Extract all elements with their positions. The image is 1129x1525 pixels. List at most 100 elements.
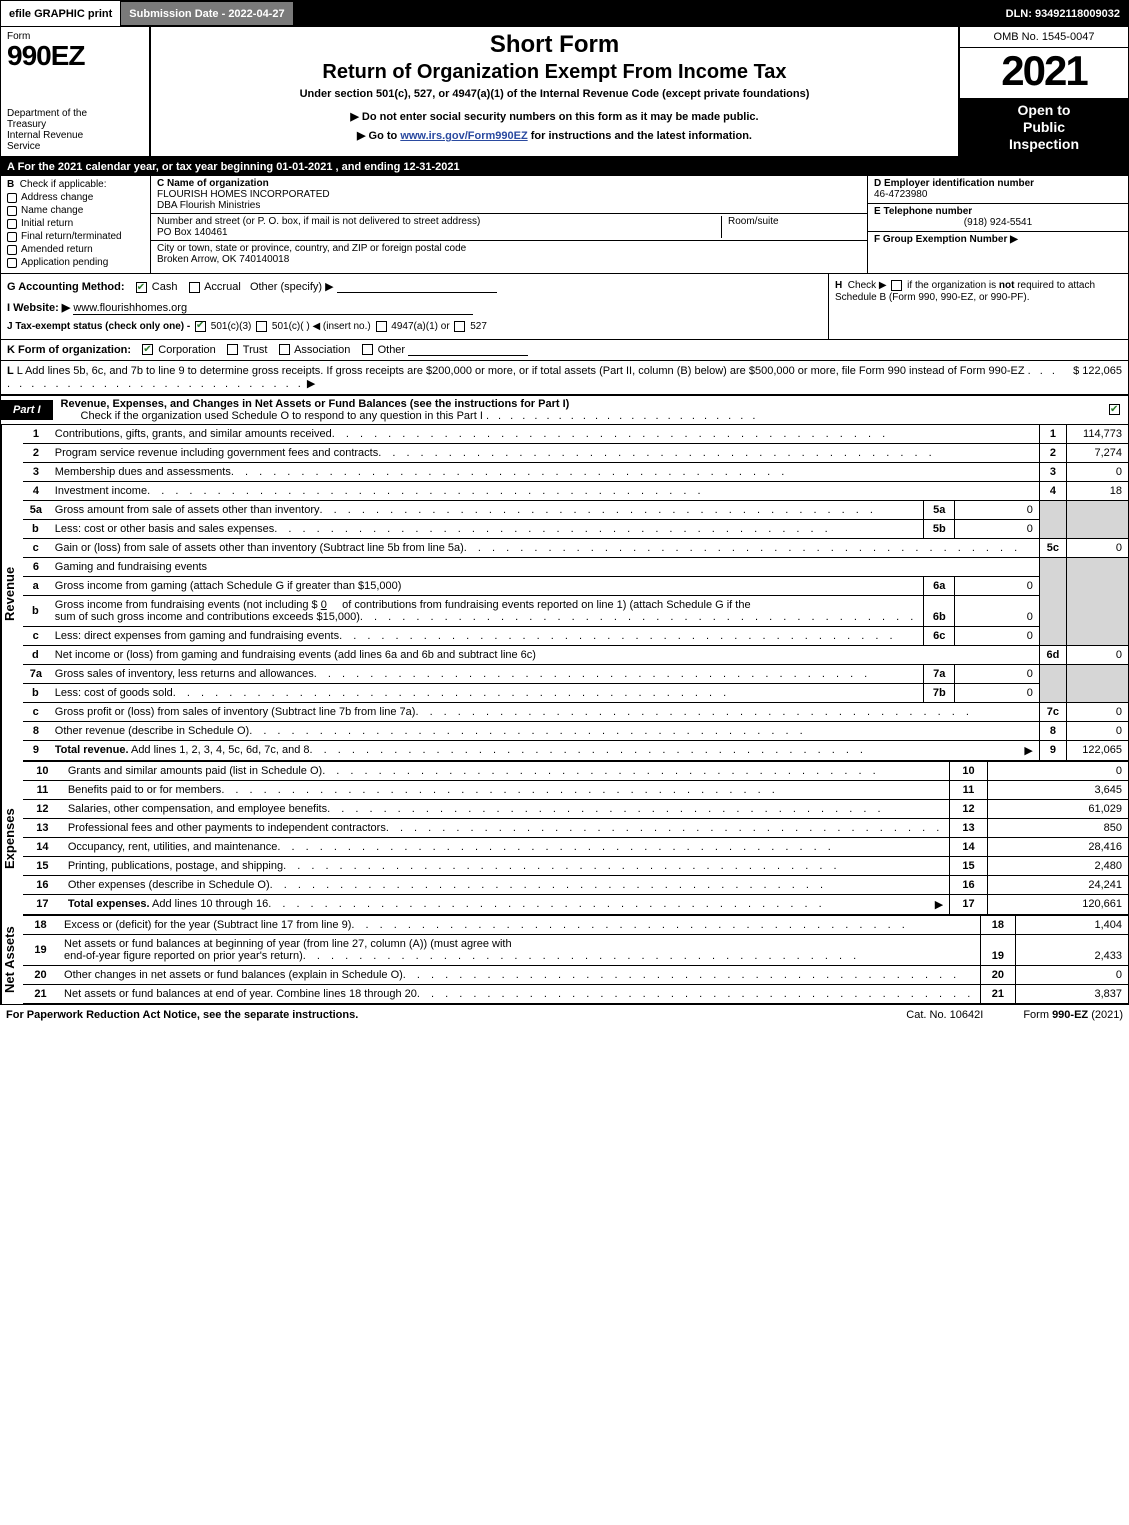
chk-corporation[interactable] (142, 344, 153, 355)
other-label: Other (specify) ▶ (250, 281, 334, 293)
l8-num: 8 (23, 721, 49, 740)
line-8: 8 Other revenue (describe in Schedule O)… (23, 721, 1128, 740)
l10-desc: Grants and similar amounts paid (list in… (68, 765, 322, 777)
line-16: 16 Other expenses (describe in Schedule … (23, 875, 1128, 894)
l6a-midval: 0 (955, 576, 1040, 595)
l6-desc: Gaming and fundraising events (49, 557, 1040, 576)
l15-val: 2,480 (987, 856, 1128, 875)
chk-501c[interactable] (256, 321, 267, 332)
section-h: H Check ▶ if the organization is not req… (828, 274, 1128, 338)
l7c-desc: Gross profit or (loss) from sales of inv… (55, 706, 416, 718)
chk-527[interactable] (454, 321, 465, 332)
chk-other-org[interactable] (362, 344, 373, 355)
chk-schedule-b[interactable] (891, 280, 902, 291)
opt-501c: 501(c)( ) ◀ (insert no.) (272, 322, 371, 333)
l21-rnum: 21 (981, 984, 1015, 1003)
chk-final-return[interactable]: Final return/terminated (7, 231, 144, 242)
row-a-tax-year: A For the 2021 calendar year, or tax yea… (1, 158, 1128, 176)
tax-year: 2021 (960, 48, 1128, 98)
opt-trust: Trust (243, 344, 268, 356)
main-title: Return of Organization Exempt From Incom… (159, 61, 950, 84)
chk-initial-return-label: Initial return (21, 218, 73, 229)
line-12: 12 Salaries, other compensation, and emp… (23, 799, 1128, 818)
l6-rnum-shade (1039, 557, 1066, 645)
l9-rnum: 9 (1039, 740, 1066, 761)
l6d-rnum: 6d (1039, 645, 1066, 664)
chk-address-change[interactable]: Address change (7, 192, 144, 203)
inspection-label: Open toPublicInspection (960, 98, 1128, 156)
chk-501c3[interactable] (195, 321, 206, 332)
sub3-prefix: ▶ Go to (357, 130, 400, 142)
chk-trust[interactable] (227, 344, 238, 355)
l12-desc: Salaries, other compensation, and employ… (68, 803, 327, 815)
other-specify-blank[interactable] (337, 281, 497, 293)
subtitle-1: Under section 501(c), 527, or 4947(a)(1)… (159, 88, 950, 100)
l7a-desc: Gross sales of inventory, less returns a… (55, 668, 314, 680)
line-19: 19 Net assets or fund balances at beginn… (23, 934, 1128, 965)
chk-application-pending[interactable]: Application pending (7, 257, 144, 268)
form-container: efile GRAPHIC print Submission Date - 20… (0, 0, 1129, 1005)
l7a-mid: 7a (924, 664, 955, 683)
l7ab-val-shade (1066, 664, 1128, 702)
dln-label: DLN: 93492118009032 (998, 4, 1128, 24)
l3-rnum: 3 (1039, 462, 1066, 481)
revenue-section: Revenue 1 Contributions, gifts, grants, … (1, 425, 1128, 762)
chk-4947[interactable] (376, 321, 387, 332)
chk-amended-return[interactable]: Amended return (7, 244, 144, 255)
l5b-desc: Less: cost or other basis and sales expe… (55, 523, 275, 535)
footer-left: For Paperwork Reduction Act Notice, see … (6, 1009, 906, 1021)
l11-num: 11 (23, 780, 62, 799)
l11-val: 3,645 (987, 780, 1128, 799)
part-1-sub: Check if the organization used Schedule … (81, 410, 483, 422)
subtitle-3: ▶ Go to www.irs.gov/Form990EZ for instru… (159, 129, 950, 142)
line-5a: 5a Gross amount from sale of assets othe… (23, 500, 1128, 519)
section-b: B B Check if applicable:Check if applica… (1, 176, 151, 273)
part-1-title-text: Revenue, Expenses, and Changes in Net As… (61, 398, 570, 410)
line-14: 14 Occupancy, rent, utilities, and maint… (23, 837, 1128, 856)
line-6c: c Less: direct expenses from gaming and … (23, 626, 1128, 645)
section-j: J Tax-exempt status (check only one) - 5… (7, 321, 822, 332)
footer-right-prefix: Form (1023, 1009, 1052, 1021)
org-name-1: FLOURISH HOMES INCORPORATED (157, 189, 330, 200)
l12-val: 61,029 (987, 799, 1128, 818)
l20-rnum: 20 (981, 965, 1015, 984)
l5c-num: c (23, 538, 49, 557)
irs-link[interactable]: www.irs.gov/Form990EZ (400, 130, 527, 142)
website-value[interactable]: www.flourishhomes.org (73, 302, 473, 315)
efile-print-label[interactable]: efile GRAPHIC print (1, 1, 120, 26)
part-1-header: Part I Revenue, Expenses, and Changes in… (1, 396, 1128, 425)
city-label: City or town, state or province, country… (157, 243, 466, 254)
l15-rnum: 15 (950, 856, 987, 875)
chk-accrual[interactable] (189, 282, 200, 293)
l5c-val: 0 (1066, 538, 1128, 557)
l6c-desc: Less: direct expenses from gaming and fu… (55, 630, 339, 642)
l8-rnum: 8 (1039, 721, 1066, 740)
l4-num: 4 (23, 481, 49, 500)
section-ghij: G Accounting Method: Cash Accrual Other … (1, 274, 1128, 339)
chk-initial-return[interactable]: Initial return (7, 218, 144, 229)
chk-name-change[interactable]: Name change (7, 205, 144, 216)
chk-association[interactable] (279, 344, 290, 355)
line-4: 4 Investment income 4 18 (23, 481, 1128, 500)
footer-right-form: 990-EZ (1052, 1009, 1088, 1021)
f-label: F Group Exemption Number ▶ (874, 234, 1018, 245)
l17-rnum: 17 (950, 894, 987, 915)
chk-cash[interactable] (136, 282, 147, 293)
l5b-midval: 0 (955, 519, 1040, 538)
l6b-midval: 0 (955, 595, 1040, 626)
opt-501c3: 501(c)(3) (211, 322, 252, 333)
line-17: 17 Total expenses. Add lines 10 through … (23, 894, 1128, 915)
chk-schedule-o[interactable] (1109, 404, 1120, 415)
expenses-section: Expenses 10 Grants and similar amounts p… (1, 762, 1128, 916)
l6c-num: c (23, 626, 49, 645)
l14-num: 14 (23, 837, 62, 856)
l5c-desc: Gain or (loss) from sale of assets other… (55, 542, 464, 554)
line-10: 10 Grants and similar amounts paid (list… (23, 762, 1128, 781)
other-org-blank[interactable] (408, 344, 528, 356)
header-center: Short Form Return of Organization Exempt… (151, 27, 958, 156)
l3-num: 3 (23, 462, 49, 481)
line-1: 1 Contributions, gifts, grants, and simi… (23, 425, 1128, 444)
l16-num: 16 (23, 875, 62, 894)
l12-num: 12 (23, 799, 62, 818)
l5a-desc: Gross amount from sale of assets other t… (55, 504, 320, 516)
